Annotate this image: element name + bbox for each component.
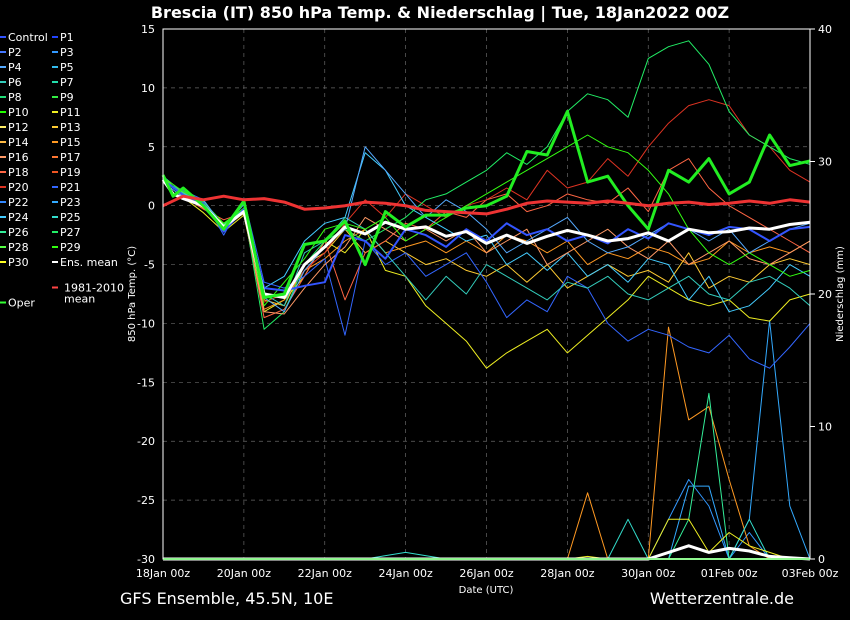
y-axis-label: 850 hPa Temp. (°C) (127, 246, 138, 342)
legend-entry: P10 (8, 106, 29, 119)
legend-entry: P18 (8, 166, 29, 179)
legend-entry: Control (8, 31, 48, 44)
x-tick-label: 22Jan 00z (298, 567, 352, 580)
legend-entry: P24 (8, 211, 29, 224)
temp-series-p21 (162, 181, 811, 369)
x-tick-label: 26Jan 00z (459, 567, 513, 580)
x-axis-ticks: 18Jan 00z 20Jan 00z 22Jan 00z 24Jan 00z 26Ja… (136, 567, 839, 580)
legend-entry: P5 (60, 61, 74, 74)
x-tick-label: 01Feb 00z (701, 567, 758, 580)
x-axis-label: Date (UTC) (459, 585, 514, 596)
x-tick-label: 28Jan 00z (540, 567, 594, 580)
legend-entry: P23 (60, 196, 81, 209)
legend-entry: P27 (60, 226, 81, 239)
legend-entry: P30 (8, 256, 29, 269)
legend-entry: P25 (60, 211, 81, 224)
temp-series-p29 (162, 134, 811, 307)
x-tick-label: 24Jan 00z (379, 567, 433, 580)
legend-entry: P9 (60, 91, 74, 104)
footer-source: Wetterzentrale.de (650, 589, 794, 608)
legend-entry: P20 (8, 181, 29, 194)
legend-entry: P16 (8, 151, 29, 164)
legend: Control P1 P2 P3 P4 P5 P6 P7 P8 P9 P10 P11 P12 P13 P14… (0, 31, 124, 310)
y-tick-label: -10 (137, 317, 155, 330)
legend-entry: P22 (8, 196, 29, 209)
temp-series-p11 (162, 175, 811, 369)
temp-series-p27 (162, 40, 811, 330)
legend-entry: Oper (8, 297, 35, 310)
footer-model: GFS Ensemble, 45.5N, 10E (120, 589, 333, 608)
legend-entry: P13 (60, 121, 81, 134)
x-tick-label: 03Feb 00z (782, 567, 839, 580)
precip-series-p15 (163, 326, 810, 560)
legend-entry: P17 (60, 151, 81, 164)
temp-series-p16 (162, 180, 811, 315)
y-tick-label: -5 (144, 259, 155, 272)
y2-tick-label: 0 (818, 553, 825, 566)
x-tick-label: 20Jan 00z (217, 567, 271, 580)
legend-entry: Ens. mean (60, 256, 118, 269)
legend-entry: P6 (8, 76, 22, 89)
temp-series-control (162, 179, 811, 292)
legend-entry: P21 (60, 181, 81, 194)
y2-tick-label: 20 (818, 288, 832, 301)
chart-title: Brescia (IT) 850 hPa Temp. & Niederschla… (151, 3, 729, 23)
legend-entry: 1981-2010 mean (64, 282, 124, 306)
temp-series-p4 (162, 146, 811, 313)
legend-entry: P4 (8, 61, 22, 74)
y-tick-label: -20 (137, 435, 155, 448)
x-tick-label: 18Jan 00z (136, 567, 190, 580)
legend-entry: P8 (8, 91, 22, 104)
legend-entry: P26 (8, 226, 29, 239)
legend-entry: P15 (60, 136, 81, 149)
y-tick-label: 10 (141, 82, 155, 95)
temp-series-1981-2010-mean (162, 194, 811, 216)
legend-entry: P14 (8, 136, 29, 149)
y-tick-label: -30 (137, 553, 155, 566)
y2-tick-label: 30 (818, 156, 832, 169)
legend-entry: P1 (60, 31, 74, 44)
x-tick-label: 30Jan 00z (621, 567, 675, 580)
y-axis-ticks: 15 10 5 0 -5 -10 -15 -20 -25 -30 (137, 23, 155, 566)
y-tick-label: 5 (148, 141, 155, 154)
y2-tick-label: 40 (818, 23, 832, 36)
y2-axis-ticks: 40 30 20 10 0 (810, 23, 832, 566)
y-tick-label: 0 (148, 200, 155, 213)
temp-series-oper (161, 109, 811, 299)
temp-series-p20 (162, 99, 811, 303)
legend-entry: P11 (60, 106, 81, 119)
legend-entry: P19 (60, 166, 81, 179)
y2-tick-label: 10 (818, 421, 832, 434)
legend-entry: P28 (8, 241, 29, 254)
legend-entry: P7 (60, 76, 74, 89)
legend-entry: P2 (8, 46, 22, 59)
legend-entry: P29 (60, 241, 81, 254)
legend-entry: P3 (60, 46, 74, 59)
y-tick-label: -25 (137, 494, 155, 507)
y2-axis-label: Niederschlag (mm) (835, 246, 846, 342)
y-tick-label: -15 (137, 376, 155, 389)
legend-entry: P12 (8, 121, 29, 134)
y-tick-label: 15 (141, 23, 155, 36)
